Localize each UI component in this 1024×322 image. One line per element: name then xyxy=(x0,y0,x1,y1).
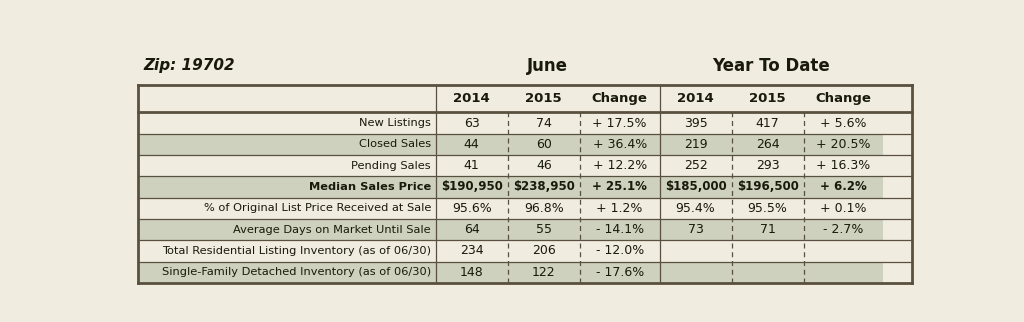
Text: + 17.5%: + 17.5% xyxy=(593,117,647,129)
Bar xyxy=(137,261,884,283)
Text: 395: 395 xyxy=(684,117,708,129)
Text: Total Residential Listing Inventory (as of 06/30): Total Residential Listing Inventory (as … xyxy=(162,246,431,256)
Text: 64: 64 xyxy=(464,223,479,236)
Text: $185,000: $185,000 xyxy=(665,180,726,194)
Text: 2014: 2014 xyxy=(677,92,714,105)
Text: $190,950: $190,950 xyxy=(440,180,503,194)
Text: + 25.1%: + 25.1% xyxy=(592,180,647,194)
Text: 219: 219 xyxy=(684,138,708,151)
Text: - 2.7%: - 2.7% xyxy=(823,223,863,236)
Text: 95.6%: 95.6% xyxy=(452,202,492,215)
Text: + 1.2%: + 1.2% xyxy=(597,202,643,215)
Bar xyxy=(137,219,884,240)
Text: Year To Date: Year To Date xyxy=(713,57,830,75)
Text: 95.5%: 95.5% xyxy=(748,202,787,215)
Text: + 36.4%: + 36.4% xyxy=(593,138,647,151)
Text: Closed Sales: Closed Sales xyxy=(358,139,431,149)
Text: $238,950: $238,950 xyxy=(513,180,574,194)
Text: Single-Family Detached Inventory (as of 06/30): Single-Family Detached Inventory (as of … xyxy=(162,267,431,277)
Text: $196,500: $196,500 xyxy=(736,180,799,194)
Text: June: June xyxy=(527,57,568,75)
Text: 44: 44 xyxy=(464,138,479,151)
Text: 264: 264 xyxy=(756,138,779,151)
Bar xyxy=(137,134,884,155)
Text: 293: 293 xyxy=(756,159,779,172)
Text: 63: 63 xyxy=(464,117,479,129)
Text: 73: 73 xyxy=(688,223,703,236)
Text: 41: 41 xyxy=(464,159,479,172)
Bar xyxy=(137,176,884,198)
Text: 122: 122 xyxy=(531,266,556,279)
Text: 60: 60 xyxy=(536,138,552,151)
Text: 55: 55 xyxy=(536,223,552,236)
Text: - 14.1%: - 14.1% xyxy=(596,223,644,236)
Text: 46: 46 xyxy=(536,159,552,172)
Text: Change: Change xyxy=(592,92,647,105)
Text: + 0.1%: + 0.1% xyxy=(820,202,866,215)
Text: Zip: 19702: Zip: 19702 xyxy=(143,58,236,73)
Text: - 12.0%: - 12.0% xyxy=(596,244,644,257)
Text: + 20.5%: + 20.5% xyxy=(816,138,870,151)
Text: Change: Change xyxy=(815,92,871,105)
Text: 252: 252 xyxy=(684,159,708,172)
Text: 2014: 2014 xyxy=(454,92,490,105)
Text: Pending Sales: Pending Sales xyxy=(351,161,431,171)
Text: 2015: 2015 xyxy=(750,92,786,105)
Text: - 17.6%: - 17.6% xyxy=(596,266,644,279)
Text: 148: 148 xyxy=(460,266,483,279)
Text: 95.4%: 95.4% xyxy=(676,202,716,215)
Text: + 6.2%: + 6.2% xyxy=(820,180,867,194)
Text: New Listings: New Listings xyxy=(359,118,431,128)
Text: 206: 206 xyxy=(531,244,556,257)
Text: Average Days on Market Until Sale: Average Days on Market Until Sale xyxy=(233,224,431,235)
Text: 74: 74 xyxy=(536,117,552,129)
Text: 71: 71 xyxy=(760,223,775,236)
Text: + 16.3%: + 16.3% xyxy=(816,159,870,172)
Text: 234: 234 xyxy=(460,244,483,257)
Text: + 5.6%: + 5.6% xyxy=(820,117,866,129)
Text: 96.8%: 96.8% xyxy=(524,202,563,215)
Text: % of Original List Price Received at Sale: % of Original List Price Received at Sal… xyxy=(204,203,431,213)
Text: 417: 417 xyxy=(756,117,779,129)
Text: + 12.2%: + 12.2% xyxy=(593,159,647,172)
Text: Median Sales Price: Median Sales Price xyxy=(308,182,431,192)
Text: 2015: 2015 xyxy=(525,92,562,105)
